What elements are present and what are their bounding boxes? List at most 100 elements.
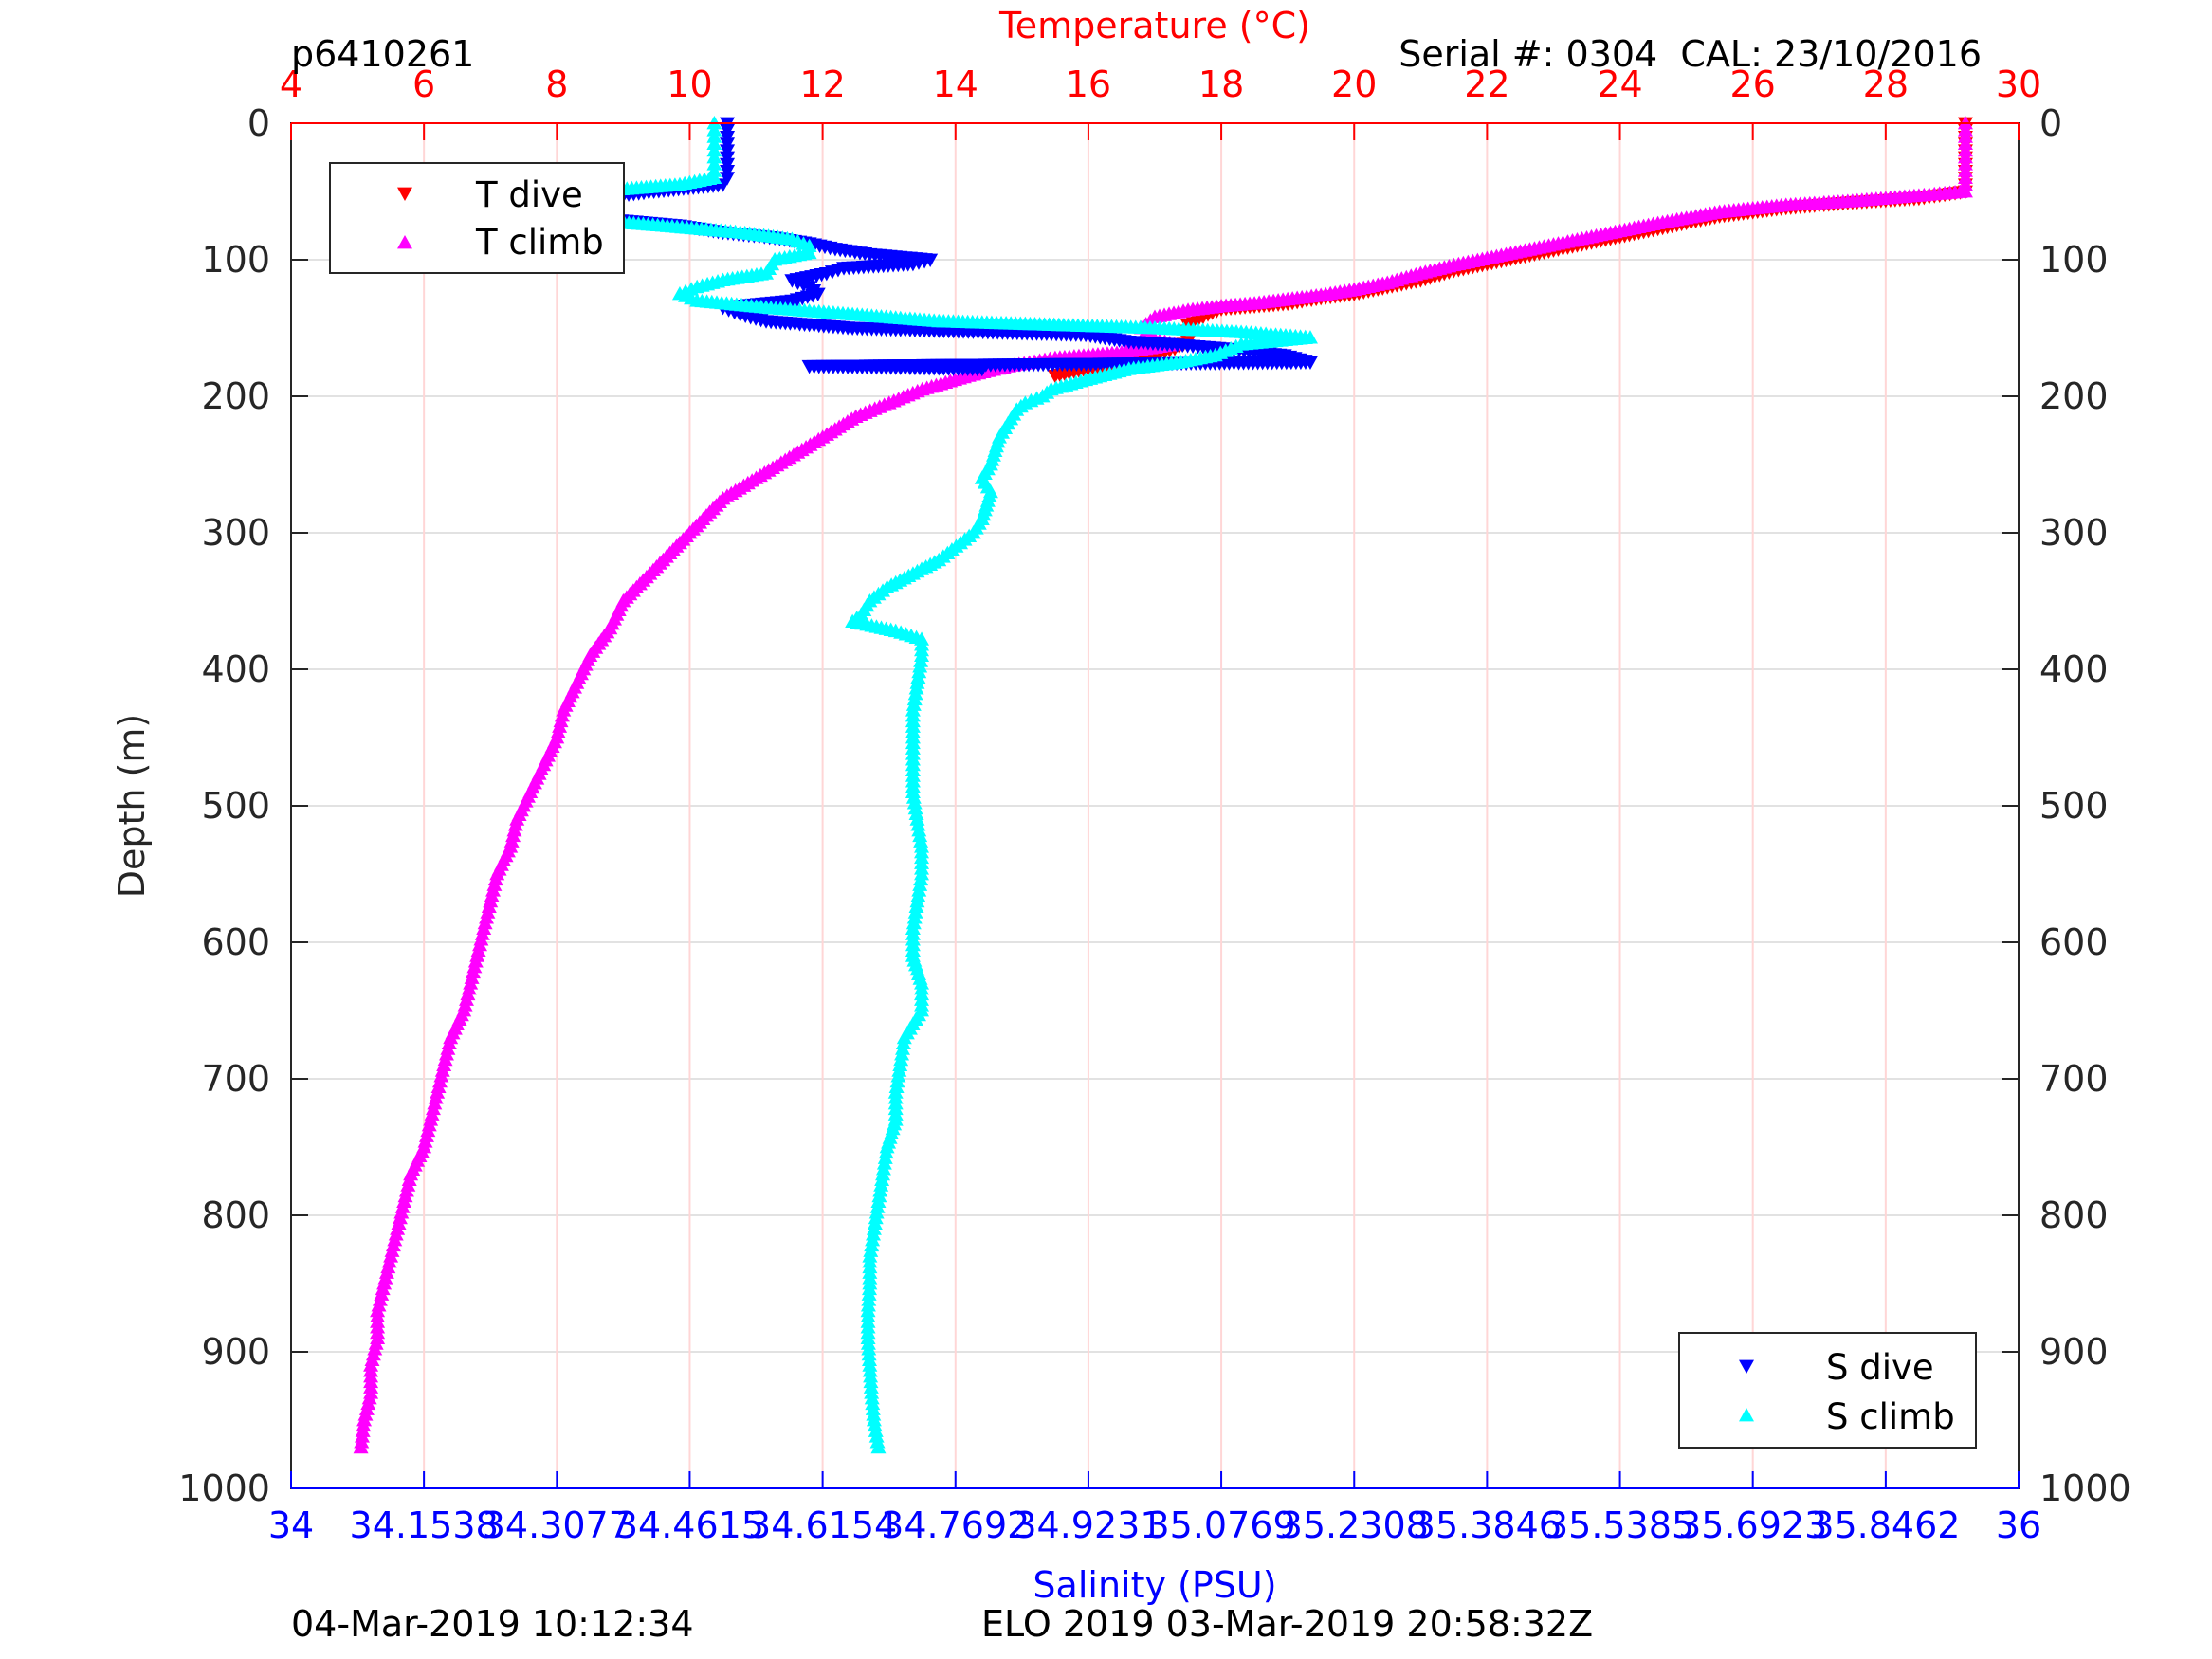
legend-t-climb-label: T climb xyxy=(475,222,604,263)
data-point xyxy=(866,1413,882,1427)
depth-tick-label-left: 100 xyxy=(201,239,270,281)
data-point xyxy=(876,1156,892,1170)
data-point xyxy=(913,833,929,848)
data-point xyxy=(906,691,923,706)
temperature-tick-label: 28 xyxy=(1863,64,1909,105)
data-point xyxy=(908,681,924,695)
data-point xyxy=(911,883,927,897)
data-point xyxy=(868,1210,884,1225)
temperature-tick-label: 12 xyxy=(799,64,845,105)
data-point xyxy=(889,1073,905,1088)
data-point xyxy=(894,1041,910,1055)
depth-tick-label-right: 700 xyxy=(2039,1058,2109,1100)
depth-tick-label-right: 500 xyxy=(2039,785,2109,827)
data-point xyxy=(869,1434,886,1449)
temperature-tick-label: 16 xyxy=(1066,64,1111,105)
footer-timestamp: 04-Mar-2019 10:12:34 xyxy=(291,1603,694,1645)
depth-tick-label-left: 700 xyxy=(201,1058,270,1100)
legend-s-climb-label: S climb xyxy=(1826,1396,1955,1437)
depth-tick-label-right: 200 xyxy=(2039,375,2109,417)
salinity-tick-label: 34 xyxy=(268,1504,314,1546)
data-point xyxy=(914,647,930,662)
data-point xyxy=(870,1439,887,1454)
depth-tick-label-right: 0 xyxy=(2039,102,2062,144)
data-point xyxy=(868,1423,884,1437)
salinity-tick-label: 35.0769 xyxy=(1146,1504,1295,1546)
data-point xyxy=(891,1063,907,1077)
depth-tick-label-left: 400 xyxy=(201,648,270,690)
data-point xyxy=(870,1194,887,1208)
salinity-tick-label: 35.6923 xyxy=(1678,1504,1827,1546)
data-point xyxy=(896,1030,912,1045)
legend-salinity: S dive S climb xyxy=(1678,1332,1977,1449)
data-point xyxy=(906,910,923,924)
depth-tick-label-left: 0 xyxy=(247,102,270,144)
data-point xyxy=(879,1139,895,1154)
temperature-tick-label: 30 xyxy=(1996,64,2041,105)
depth-tick-label-right: 100 xyxy=(2039,239,2109,281)
salinity-tick-label: 34.6154 xyxy=(748,1504,897,1546)
data-point xyxy=(913,653,929,667)
data-point xyxy=(908,806,924,821)
series-t-climb xyxy=(353,116,1973,1454)
data-point xyxy=(872,1183,888,1197)
data-point xyxy=(974,362,990,377)
depth-tick-label-left: 500 xyxy=(201,785,270,827)
data-point xyxy=(894,1047,910,1061)
data-point xyxy=(905,790,922,804)
data-point xyxy=(875,1166,891,1181)
data-point xyxy=(893,1051,909,1066)
data-point xyxy=(914,866,930,881)
data-point xyxy=(868,1429,885,1443)
data-point xyxy=(874,1172,890,1186)
data-point xyxy=(1047,370,1063,384)
depth-tick-label-left: 1000 xyxy=(178,1468,270,1509)
data-point xyxy=(877,1150,893,1164)
data-point xyxy=(892,1057,908,1071)
legend-t-dive-label: T dive xyxy=(475,174,583,215)
data-point xyxy=(875,1161,891,1176)
legend-t-climb-marker xyxy=(397,235,412,249)
temperature-tick-label: 4 xyxy=(280,64,302,105)
salinity-tick-label: 34.4615 xyxy=(615,1504,764,1546)
data-point xyxy=(864,1237,880,1252)
salinity-tick-label: 35.2308 xyxy=(1280,1504,1429,1546)
data-point xyxy=(866,1227,882,1241)
data-point xyxy=(863,1243,879,1257)
data-point xyxy=(866,1221,882,1235)
data-point xyxy=(905,697,922,711)
data-point xyxy=(912,877,928,891)
data-point xyxy=(905,784,921,798)
temperature-tick-label: 24 xyxy=(1597,64,1642,105)
salinity-tick-label: 35.3846 xyxy=(1413,1504,1562,1546)
depth-tick-label-right: 400 xyxy=(2039,648,2109,690)
serial-cal-info: Serial #: 0304 CAL: 23/10/2016 xyxy=(1398,33,1982,75)
salinity-axis-title: Salinity (PSU) xyxy=(1033,1564,1276,1606)
salinity-tick-label: 35.5385 xyxy=(1545,1504,1694,1546)
data-point xyxy=(890,1068,906,1083)
legend-temperature-box xyxy=(329,162,625,274)
data-point xyxy=(910,669,926,684)
temperature-tick-label: 8 xyxy=(545,64,568,105)
data-point xyxy=(878,1144,894,1159)
depth-tick-label-right: 600 xyxy=(2039,921,2109,963)
legend-s-climb-marker xyxy=(1739,1408,1754,1422)
depth-tick-label-left: 800 xyxy=(201,1194,270,1236)
data-point xyxy=(911,664,927,679)
temperature-tick-label: 6 xyxy=(412,64,435,105)
axes: 0 0 100 100 200 200 300 300 400 400 500 500 600 600 70… xyxy=(178,64,2130,1546)
depth-tick-label-right: 1000 xyxy=(2039,1468,2131,1509)
data-point xyxy=(906,795,923,810)
temperature-tick-label: 10 xyxy=(667,64,712,105)
temperature-axis-title: Temperature (°C) xyxy=(998,5,1310,46)
data-point xyxy=(867,1215,883,1231)
temperature-tick-label: 26 xyxy=(1730,64,1776,105)
data-point xyxy=(912,828,928,843)
data-point xyxy=(868,1205,885,1219)
salinity-tick-label: 34.7692 xyxy=(881,1504,1030,1546)
data-point xyxy=(907,904,923,919)
data-point xyxy=(895,1035,911,1049)
data-point xyxy=(353,1439,369,1454)
legend-t-dive-marker xyxy=(397,187,412,201)
